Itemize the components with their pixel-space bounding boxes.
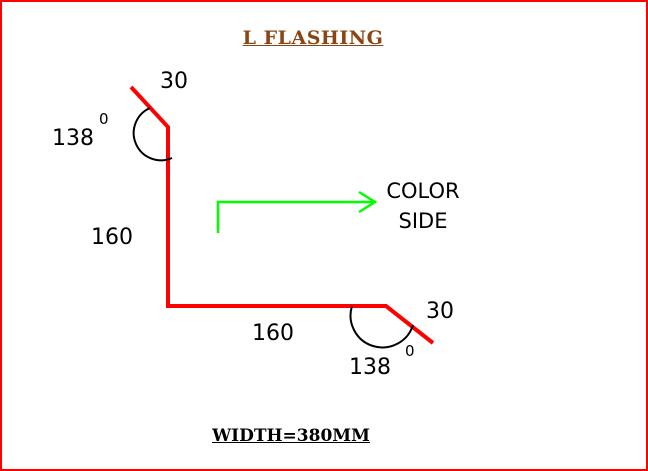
horizontal-dimension: 160 <box>252 321 294 346</box>
vertical-dimension: 160 <box>91 225 133 250</box>
bottom-angle-arc <box>349 305 414 349</box>
width-label: WIDTH=380MM <box>212 426 370 446</box>
top-angle-arc <box>132 107 173 162</box>
top-angle-dimension: 138 <box>52 126 94 151</box>
color-side-label: COLOR SIDE <box>370 176 476 236</box>
color-side-line-2: SIDE <box>398 209 448 233</box>
bottom-angle-degree: 0 <box>405 342 415 360</box>
color-side-line-1: COLOR <box>386 179 460 203</box>
bottom-angle-dimension: 138 <box>349 355 391 380</box>
color-side-arrow-shaft <box>216 200 375 233</box>
drawing-title: L FLASHING <box>242 27 384 49</box>
flashing-profile <box>129 85 435 345</box>
bottom-lip-dimension: 30 <box>426 299 454 324</box>
top-lip-dimension: 30 <box>160 69 188 94</box>
color-side-arrow-head <box>358 190 378 214</box>
top-angle-degree: 0 <box>99 110 109 128</box>
